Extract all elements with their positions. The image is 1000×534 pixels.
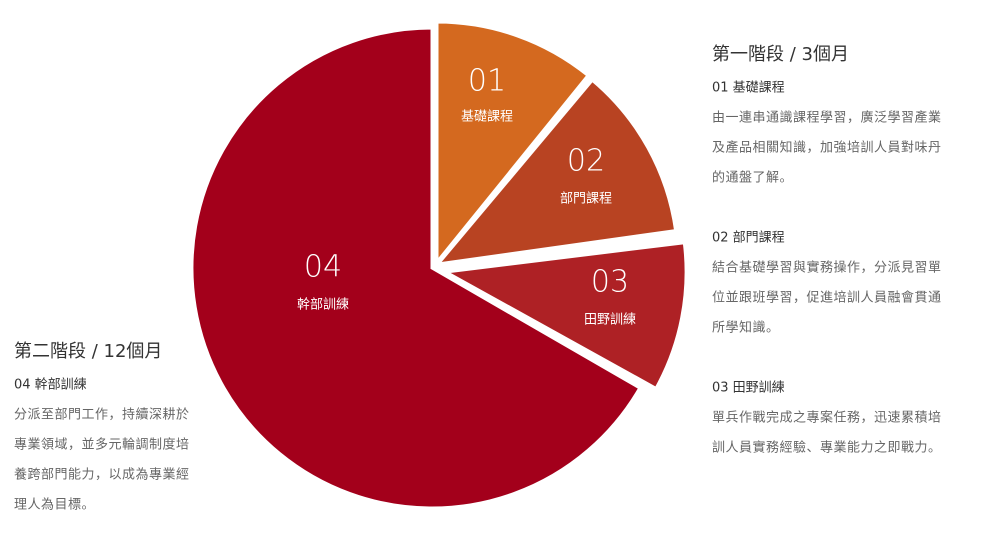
item-text: 理人為目標。 [14, 497, 95, 513]
stage-title: 第一階段 / 3個月 [712, 44, 849, 65]
item-text: 分派至部門工作，持續深耕於 [14, 407, 190, 423]
pie [190, 20, 688, 510]
slice-03 [441, 241, 688, 391]
item-heading: 04 幹部訓練 [14, 377, 87, 393]
item-heading: 02 部門課程 [712, 230, 785, 246]
item-text: 及產品相關知識，加強培訓人員對味丹 [712, 140, 942, 156]
item-text: 專業領域，並多元輪調制度培 [14, 437, 190, 453]
slice-04 [190, 26, 642, 510]
slice-number: 02 [567, 144, 605, 179]
slice-number: 03 [591, 265, 629, 300]
item-text: 由一連串通識課程學習，廣泛學習產業 [712, 110, 942, 126]
stage-title: 第二階段 / 12個月 [14, 341, 162, 362]
slice-label: 田野訓練 [584, 312, 636, 328]
item-heading: 03 田野訓練 [712, 380, 785, 396]
item-text: 養跨部門能力，以成為專業經 [14, 467, 190, 483]
item-text: 位並跟班學習，促進培訓人員融會貫通 [712, 290, 942, 306]
item-text: 訓人員實務經驗、專業能力之即戰力。 [712, 440, 942, 456]
slice-number: 04 [304, 250, 342, 285]
item-text: 單兵作戰完成之專案任務，迅速累積培 [712, 410, 942, 426]
item-heading: 01 基礎課程 [712, 80, 785, 96]
slice-label: 幹部訓練 [297, 297, 349, 313]
slice-label: 部門課程 [560, 191, 612, 207]
slice-01 [435, 20, 591, 267]
item-text: 所學知識。 [712, 320, 780, 336]
slice-label: 基礎課程 [461, 109, 513, 125]
item-text: 的通盤了解。 [712, 170, 793, 186]
item-text: 結合基礎學習與實務操作，分派見習單 [712, 260, 942, 276]
slice-02 [434, 78, 678, 267]
slice-number: 01 [468, 64, 506, 99]
